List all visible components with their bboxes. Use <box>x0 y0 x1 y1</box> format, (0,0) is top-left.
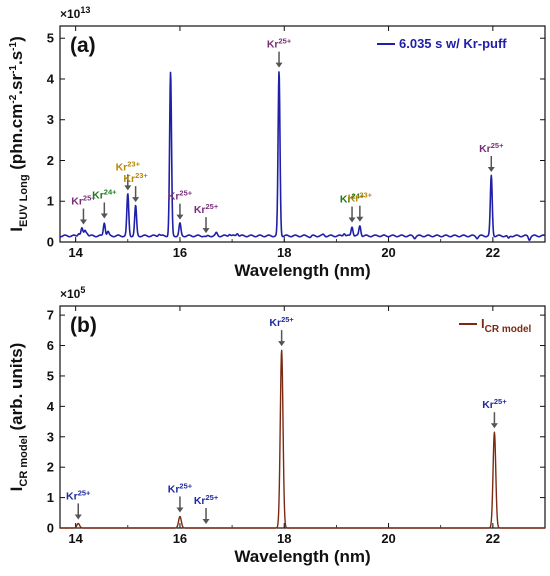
y-tick-label: 2 <box>47 460 54 475</box>
ion-label: Kr25+ <box>168 189 193 203</box>
x-tick-label: 20 <box>381 245 395 260</box>
annotation-arrowhead <box>74 514 82 520</box>
annotation-arrowhead <box>356 216 364 222</box>
annotation-arrowhead <box>176 214 184 220</box>
panel-label: (a) <box>70 34 96 57</box>
annotation-arrowhead <box>490 423 498 429</box>
ion-label: Kr23+ <box>348 191 373 205</box>
annotation-arrowhead <box>79 219 87 225</box>
spectrum-series-line <box>59 349 546 529</box>
x-tick-label: 14 <box>68 245 83 260</box>
y-tick-label: 5 <box>47 31 54 46</box>
x-axis-title: Wavelength (nm) <box>234 261 370 280</box>
y-tick-label: 7 <box>47 308 54 323</box>
y-tick-label: 1 <box>47 194 54 209</box>
y-axis-title: ICR model (arb. units) <box>7 343 30 492</box>
ion-label: Kr25+ <box>479 141 504 155</box>
y-tick-label: 0 <box>47 235 54 250</box>
annotation-arrowhead <box>202 519 210 524</box>
ion-label: Kr24+ <box>92 187 117 201</box>
ion-label: Kr25+ <box>194 493 219 507</box>
ion-label: Kr25+ <box>482 397 507 411</box>
ion-label: Kr23+ <box>123 171 148 185</box>
panel-label: (b) <box>70 314 97 337</box>
x-tick-label: 18 <box>277 245 291 260</box>
y-tick-label: 1 <box>47 490 54 505</box>
annotation-arrowhead <box>278 341 286 347</box>
y-tick-label: 3 <box>47 112 54 127</box>
ion-label: Kr23+ <box>116 159 141 173</box>
y-tick-label: 3 <box>47 429 54 444</box>
annotation-arrowhead <box>348 217 356 223</box>
y-axis-title: IEUV Long (phn.cm-2.sr-1.s-1) <box>7 36 30 232</box>
annotation-arrowhead <box>176 507 184 513</box>
annotation-arrowhead <box>202 228 210 234</box>
panel-a-chart: 14 16 18 20 22 0 1 2 3 4 5 ×1013 Wavelength (nm) IEUV… <box>7 5 546 280</box>
ion-label: Kr25+ <box>66 488 91 502</box>
annotation-arrowhead <box>100 213 108 219</box>
y-tick-label: 5 <box>47 368 54 383</box>
x-tick-label: 22 <box>486 531 500 546</box>
ion-label: Kr25+ <box>71 194 96 208</box>
x-tick-label: 16 <box>173 245 187 260</box>
y-tick-label: 0 <box>47 521 54 536</box>
ion-label: Kr25+ <box>269 315 294 329</box>
axis-multiplier: ×1013 <box>60 5 90 21</box>
annotation-arrowhead <box>487 166 495 172</box>
x-tick-label: 20 <box>381 531 395 546</box>
x-tick-label: 16 <box>173 531 187 546</box>
spectrum-series-line <box>59 71 546 242</box>
panel-b-chart: 14 16 18 20 22 0 1 2 3 4 5 6 7 ×105 Wavelength (nm) ICR… <box>7 285 546 566</box>
plot-frame <box>59 25 546 243</box>
x-tick-label: 22 <box>486 245 500 260</box>
plot-frame <box>59 305 546 529</box>
y-tick-label: 6 <box>47 338 54 353</box>
y-tick-label: 4 <box>47 399 55 414</box>
ion-label: Kr24+ <box>340 192 365 206</box>
annotation-arrowhead <box>132 197 140 203</box>
annotation-arrowhead <box>124 185 132 191</box>
legend-label: ICR model <box>481 316 532 335</box>
ion-label: Kr25+ <box>194 202 219 216</box>
legend-label: 6.035 s w/ Kr-puff <box>399 36 507 51</box>
y-tick-label: 4 <box>47 71 55 86</box>
x-tick-label: 14 <box>68 531 83 546</box>
ion-label: Kr25+ <box>267 37 292 51</box>
ion-label: Kr25+ <box>168 481 193 495</box>
annotation-arrowhead <box>275 62 283 68</box>
x-axis-title: Wavelength (nm) <box>234 547 370 566</box>
x-tick-label: 18 <box>277 531 291 546</box>
axis-multiplier: ×105 <box>60 285 85 301</box>
y-tick-label: 2 <box>47 153 54 168</box>
